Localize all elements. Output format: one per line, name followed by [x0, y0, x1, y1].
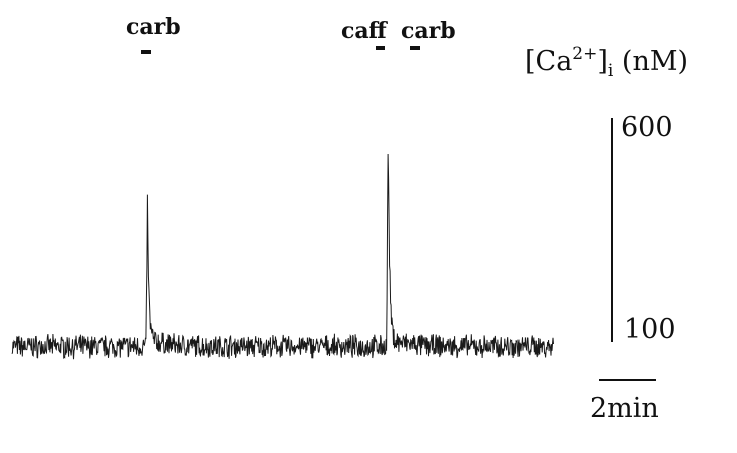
y-scale-bottom-label: 100: [624, 314, 676, 345]
x-scale-label: 2min: [590, 393, 659, 424]
stimulus-bar-carb-1: [141, 50, 151, 54]
y-axis-label: [Ca2+]i (nM): [525, 44, 689, 81]
calcium-trace-line: [11, 153, 554, 360]
stimulus-label-carb-2: carb: [401, 18, 456, 44]
stimulus-bar-carb-2: [410, 46, 420, 50]
y-scale-top-label: 600: [621, 112, 673, 143]
stimulus-label-caff: caff: [341, 18, 387, 44]
stimulus-bar-caff: [376, 46, 385, 50]
stimulus-label-carb-1: carb: [126, 14, 181, 40]
